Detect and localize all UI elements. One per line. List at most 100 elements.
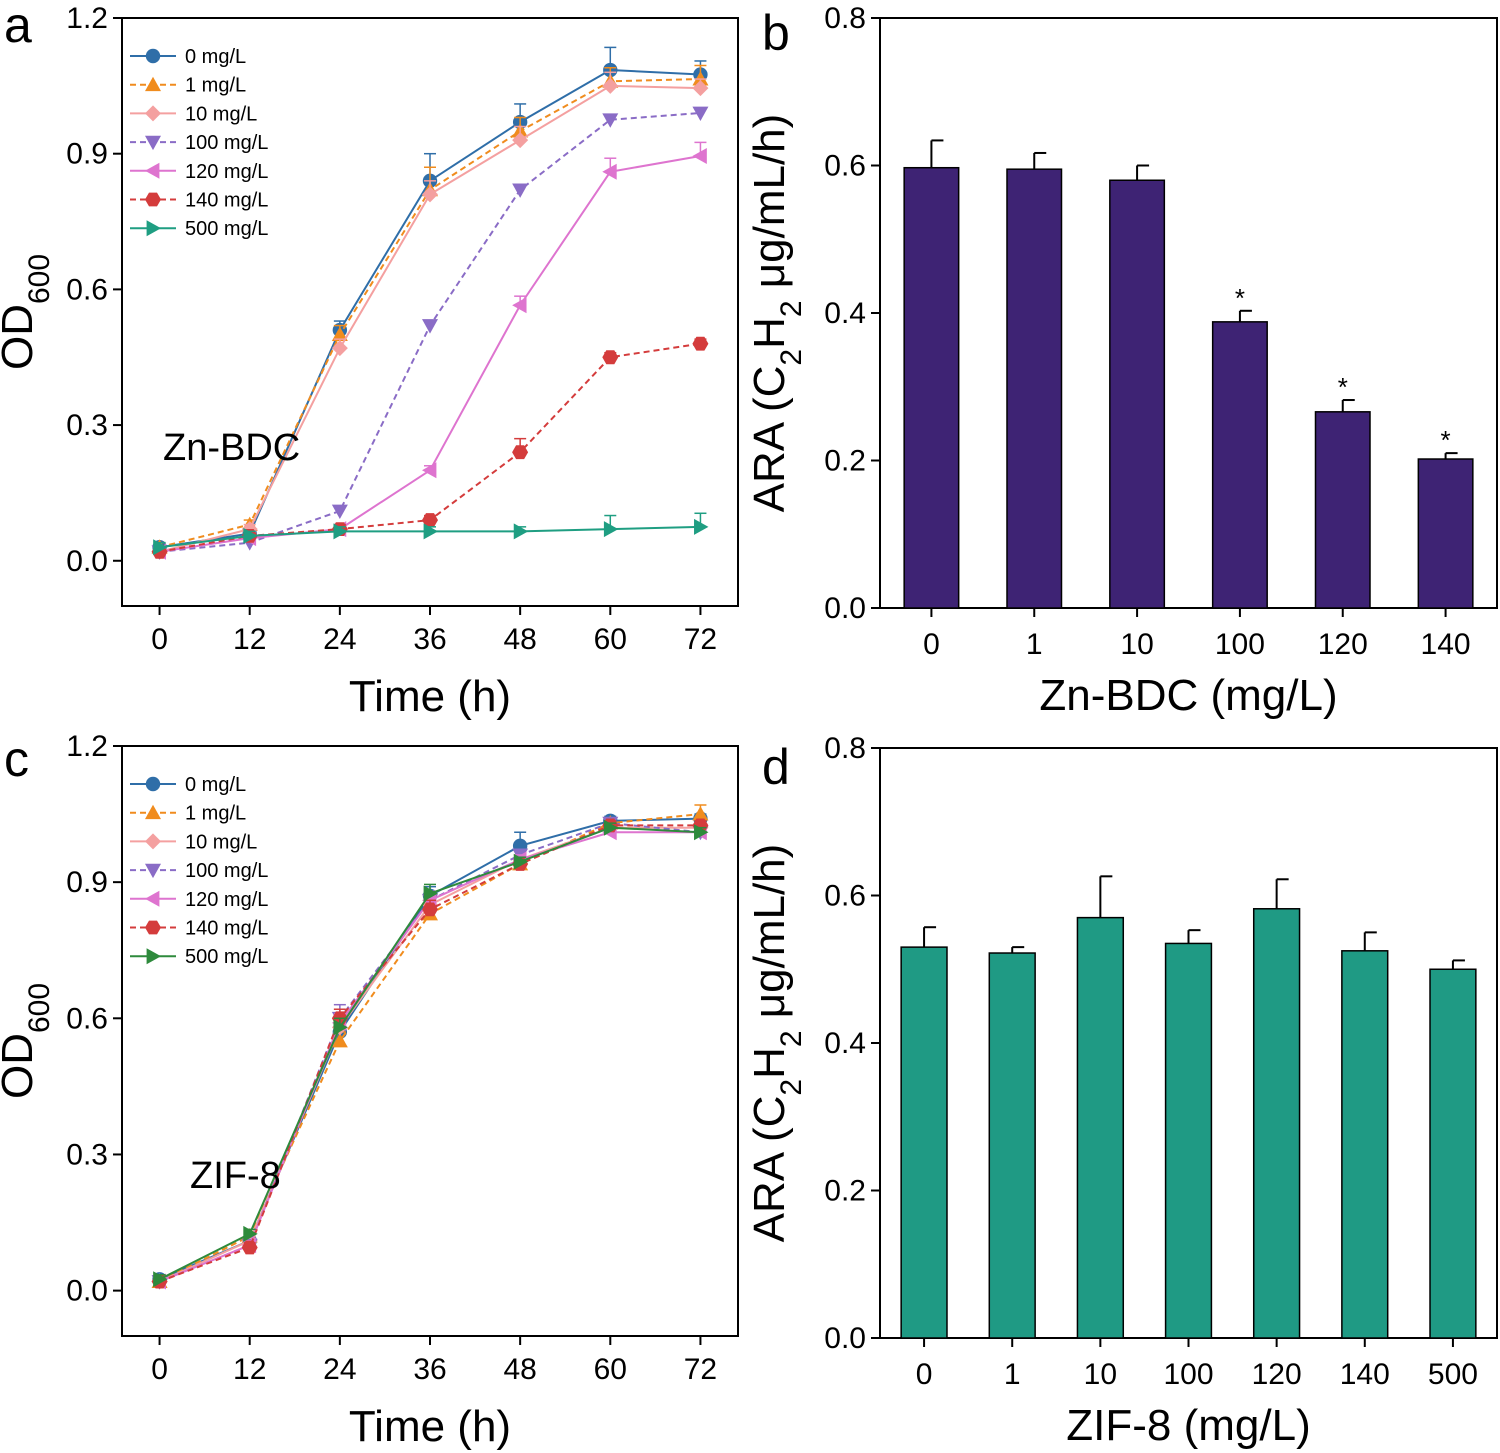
y-tick-label: 0.0 [66,1275,108,1308]
legend-label: 140 mg/L [185,918,268,940]
y-axis-title-subscript: 2 [775,1030,808,1047]
legend: 0 mg/L 1 mg/L 10 mg/L 100 mg/L 120 mg/L 140 m… [130,46,268,240]
y-tick-label: 0.6 [66,273,108,306]
panel-d: 0.0 0.2 0.4 0.6 0.8 0 1 10 100 120 140 500 ZIF-8 (mg… [745,732,1498,1450]
data-point [603,819,619,836]
legend-marker [145,804,161,820]
data-point [692,71,709,86]
x-tick-label: 24 [323,623,356,656]
legend-label: 1 mg/L [185,75,246,97]
x-tick-label: 60 [594,1353,627,1386]
y-axis-title-subscript: 2 [775,1079,808,1096]
panel-a: 0 12 24 36 48 60 72 0.0 0.3 0.6 0.9 1.2 Time (h) OD60… [0,0,739,721]
data-point [512,445,529,460]
x-tick-label: 0 [916,1358,933,1391]
y-axis-title: ARA (C2H2 μg/mL/h) [745,114,808,513]
y-tick-label: 0.3 [66,409,108,442]
x-tick-label: 12 [233,623,266,656]
legend-marker [145,48,161,64]
legend: 0 mg/L 1 mg/L 10 mg/L 100 mg/L 120 mg/L 140 m… [130,774,268,968]
panel-letter: c [4,731,29,787]
data-point [331,326,348,342]
legend-label: 120 mg/L [185,889,268,911]
legend-marker [145,890,160,907]
data-point [692,806,709,821]
y-tick-label: 1.2 [66,730,108,763]
y-axis-title-subscript: 2 [775,300,808,317]
y-tick-label: 0.2 [824,1175,866,1208]
panel-letter: b [762,5,790,61]
significance-marker: * [1338,372,1348,402]
x-tick-label: 0 [151,1353,168,1386]
legend-marker [145,863,161,879]
y-tick-label: 0.0 [824,592,866,625]
data-point [602,350,619,365]
legend-marker [145,833,161,850]
data-point [423,885,438,902]
legend-marker [145,76,161,92]
y-tick-label: 0.0 [66,545,108,578]
y-tick-label: 0.4 [824,297,866,330]
y-tick-label: 0.2 [824,445,866,478]
bar [1314,411,1371,609]
x-tick-label: 0 [151,623,168,656]
data-point [512,132,529,149]
data-point [331,1033,348,1048]
significance-marker: * [1441,425,1451,455]
x-tick-label: 120 [1252,1358,1302,1391]
bar [1164,942,1213,1339]
panel-annotation: Zn-BDC [163,427,300,469]
y-tick-label: 0.8 [824,2,866,35]
bar [903,166,960,609]
legend-label: 10 mg/L [185,103,257,125]
legend-marker [146,948,161,965]
data-point [692,106,709,121]
y-axis-title: OD600 [0,983,56,1099]
data-point [331,504,348,520]
x-tick-label: 10 [1084,1358,1117,1391]
bar [1211,321,1268,609]
panel-letter: a [4,0,32,53]
x-tick-label: 120 [1318,628,1368,661]
data-point [243,527,258,544]
y-axis-title-text: ARA (C [745,1096,794,1243]
legend-label: 140 mg/L [185,190,268,212]
legend-marker [145,776,161,792]
data-point [512,297,527,314]
x-tick-label: 36 [413,1353,446,1386]
legend-label: 0 mg/L [185,46,246,68]
y-axis-title: ARA (C2H2 μg/mL/h) [745,844,808,1243]
data-point [333,523,348,540]
legend-label: 1 mg/L [185,803,246,825]
plot-frame [879,17,1498,609]
series-line [159,154,701,553]
y-axis-title-text: OD [0,1033,42,1099]
x-tick-label: 24 [323,1353,356,1386]
y-tick-label: 0.4 [824,1027,866,1060]
x-tick-label: 72 [684,1353,717,1386]
x-tick-label: 60 [594,623,627,656]
data-point [602,113,619,128]
bar [1252,908,1301,1339]
y-tick-label: 0.9 [66,138,108,171]
data-point [153,539,168,556]
data-point [692,336,709,351]
x-axis-title: ZIF-8 (mg/L) [1066,1401,1310,1450]
data-point [422,902,438,917]
data-point [513,853,529,870]
bar [988,952,1036,1339]
y-tick-label: 0.6 [824,880,866,913]
data-point [513,523,529,540]
x-tick-label: 1 [1004,1358,1021,1391]
bar [1076,916,1125,1339]
y-tick-label: 0.3 [66,1138,108,1171]
y-axis-title-text: H [745,1047,794,1079]
data-point [153,1271,168,1288]
legend-label: 120 mg/L [185,161,268,183]
y-tick-label: 0.8 [824,732,866,765]
legend-marker [146,220,161,237]
legend-marker [145,105,161,122]
x-tick-label: 48 [503,1353,536,1386]
series-500-mg-l [153,512,709,556]
